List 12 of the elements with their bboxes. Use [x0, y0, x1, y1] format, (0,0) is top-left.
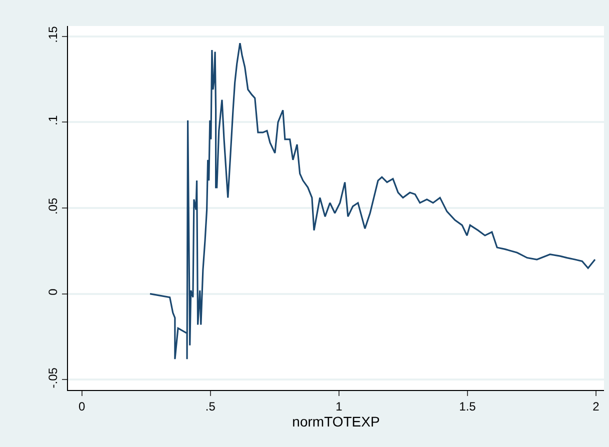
y-tick-label: .15: [46, 26, 60, 43]
x-tick-label: 1: [336, 399, 343, 414]
y-tick-label: .05: [46, 198, 60, 215]
x-tick-label: 0: [78, 399, 86, 414]
x-tick-label: .5: [205, 399, 216, 414]
y-tick-label: -.05: [46, 367, 60, 388]
x-tick-label: 1.5: [459, 399, 476, 414]
x-tick-label: 2: [592, 399, 600, 414]
x-axis-title: normTOTEXP: [292, 413, 380, 430]
y-tick-label: .1: [46, 115, 60, 126]
y-tick-label: 0: [46, 288, 60, 296]
line-series: [149, 42, 596, 360]
